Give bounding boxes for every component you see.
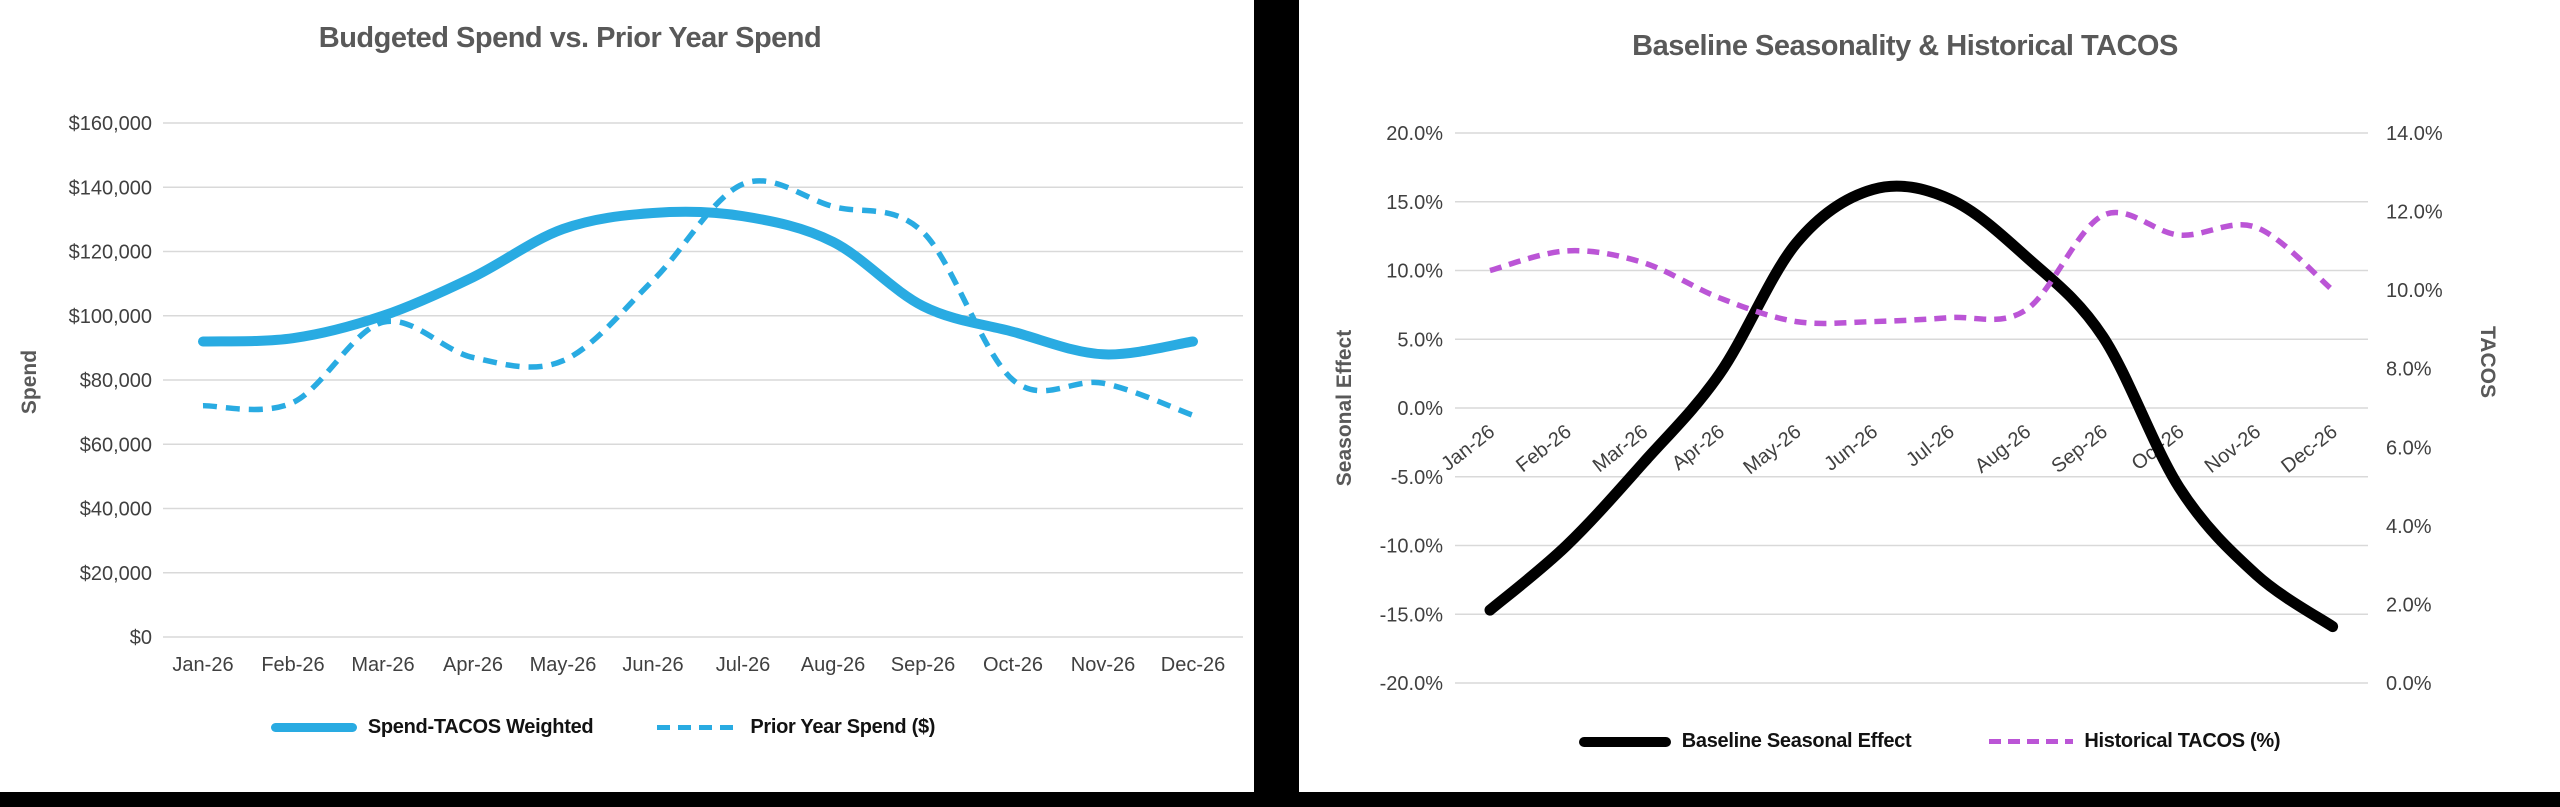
x-tick-label: Jul-26 [716,654,770,676]
legend-item-baseline-seasonal-effect: Baseline Seasonal Effect [1578,730,1912,753]
y-tick-label: $0 [130,627,152,649]
y-tick-label: $60,000 [80,434,152,456]
right-chart-canvas: 20.0% 15.0% 10.0% 5.0% 0.0% -5.0% -10.0% -15.0%… [1380,123,2443,695]
left-y-tick-label: -5.0% [1391,467,1443,489]
x-tick-label: Mar-26 [351,654,414,676]
legend-item-historical-tacos: Historical TACOS (%) [1989,730,2281,753]
baseline-seasonal-effect-line [1484,180,2339,633]
y-tick-label: $20,000 [80,563,152,585]
left-y-tick-label: 10.0% [1386,261,1443,283]
solid-black-line-swatch-icon [1578,736,1671,747]
x-tick-label: Jan-26 [172,654,233,676]
x-tick-label: Aug-26 [1971,421,2035,478]
legend-item-spend-tacos-weighted: Spend-TACOS Weighted [270,716,594,739]
x-tick-label: Jun-26 [622,654,683,676]
legend-label: Prior Year Spend ($) [750,716,936,738]
x-tick-label: Feb-26 [1512,421,1575,477]
prior-year-spend-line [202,178,1194,418]
left-chart-title: Budgeted Spend vs. Prior Year Spend [318,22,822,54]
x-tick-label: Jun-26 [1820,421,1882,476]
x-tick-label: Nov-26 [1071,654,1135,676]
legend-item-prior-year-spend: Prior Year Spend ($) [657,716,935,739]
x-tick-label: Dec-26 [1161,654,1225,676]
left-y-tick-label: -20.0% [1380,673,1444,695]
left-chart-legend: Spend-TACOS Weighted Prior Year Spend ($… [0,716,1230,739]
x-tick-label: Sep-26 [2048,421,2112,478]
x-tick-label: Dec-26 [2277,421,2341,478]
right-y-tick-label: 0.0% [2386,673,2432,695]
right-y-tick-label: 4.0% [2386,516,2432,538]
y-tick-label: $80,000 [80,370,152,392]
x-tick-label: Aug-26 [801,654,866,676]
right-y-tick-label: 8.0% [2386,359,2432,381]
x-tick-label: Sep-26 [891,654,956,676]
left-y-tick-label: -15.0% [1380,604,1444,626]
right-y-tick-label: 10.0% [2386,280,2443,302]
seasonality-tacos-chart-panel: Baseline Seasonality & Historical TACOS … [1299,0,2560,792]
x-tick-label: Apr-26 [443,654,503,676]
left-chart-canvas: $160,000 $140,000 $120,000 $100,000 $80,000 $… [69,113,1243,676]
left-y-tick-label: -10.0% [1380,536,1444,558]
y-tick-label: $100,000 [69,306,152,328]
y-tick-label: $120,000 [69,242,152,264]
right-y-tick-label: 6.0% [2386,437,2432,459]
legend-label: Baseline Seasonal Effect [1681,730,1912,752]
y-tick-label: $160,000 [69,113,152,135]
dashed-purple-line-swatch-icon [1989,739,2074,744]
right-chart-title: Baseline Seasonality & Historical TACOS [1632,30,2178,62]
x-tick-label: Nov-26 [2201,421,2265,478]
x-tick-label: Jan-26 [1437,421,1499,476]
x-tick-label: Feb-26 [261,654,324,676]
left-y-tick-label: 5.0% [1397,329,1443,351]
x-tick-label: May-26 [1739,421,1805,479]
left-y-tick-label: 20.0% [1386,123,1443,145]
right-y-tick-label: 2.0% [2386,594,2432,616]
solid-blue-line-swatch-icon [270,723,357,732]
left-y-tick-label: 0.0% [1397,398,1443,420]
historical-tacos-line [1489,209,2335,327]
legend-label: Spend-TACOS Weighted [367,716,594,738]
right-y-tick-label: 14.0% [2386,123,2443,145]
y-tick-label: $140,000 [69,177,152,199]
right-chart-legend: Baseline Seasonal Effect Historical TACO… [1299,730,2560,753]
x-tick-label: May-26 [530,654,597,676]
x-tick-label: Jul-26 [1902,421,1958,472]
budgeted-spend-chart-panel: Budgeted Spend vs. Prior Year Spend Spen… [0,0,1254,792]
legend-label: Historical TACOS (%) [2084,730,2281,752]
x-tick-label: Oct-26 [983,654,1043,676]
y-tick-label: $40,000 [80,499,152,521]
dashed-blue-line-swatch-icon [657,725,740,730]
right-y-tick-label: 12.0% [2386,202,2443,224]
spend-tacos-weighted-line [198,206,1198,360]
left-y-tick-label: 15.0% [1386,192,1443,214]
